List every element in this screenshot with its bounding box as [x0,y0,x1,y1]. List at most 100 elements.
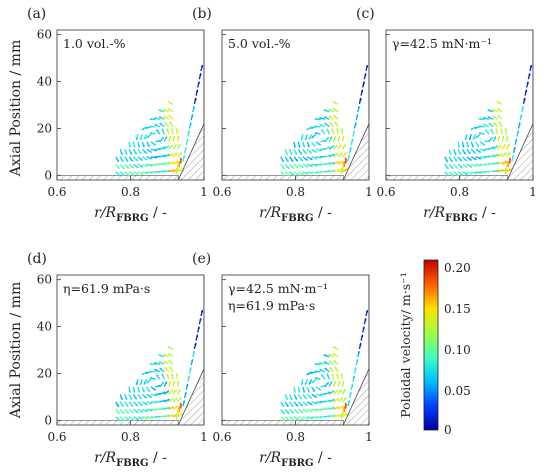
vector-arrowhead [171,128,174,131]
vector-arrowhead [472,137,476,140]
vector-arrowhead [281,159,284,163]
vector-arrowhead [149,132,153,135]
vector-arrowhead [455,166,458,169]
colorbar-label: Poloidal velocity/ m·s⁻¹ [398,272,413,417]
vector-arrowhead [168,136,172,139]
vector-arrowhead [328,354,331,357]
vector-arrowhead [343,406,346,409]
vector-arrowhead [339,144,342,147]
vector-arrowhead [179,152,182,155]
colorbar-tick: 0.05 [444,384,471,398]
vector-arrowhead [457,145,460,148]
vector-arrowhead [308,382,312,385]
vector-arrowhead [357,351,360,354]
vector-arrowhead [164,381,167,384]
vector-arrowhead [300,410,304,413]
vector-arrowhead [184,392,187,395]
vector-arrowhead [460,172,464,176]
vector-arrowhead [146,135,150,139]
vector-arrowhead [321,129,324,132]
panel-label: (c) [356,6,375,22]
vector-arrowhead [154,149,157,152]
vector-arrowhead [161,373,165,377]
vector-arrowhead [197,81,200,84]
vector-arrowhead [343,161,346,164]
vector-arrowhead [478,132,482,135]
vector-arrowhead [168,381,172,384]
vector-arrowhead [297,390,301,393]
panel-annotation: η=61.9 mPa·s [228,298,315,313]
vector-arrowhead [321,374,324,377]
vector-arrowhead [131,417,135,421]
vector-arrowhead [116,404,119,408]
vector-arrowhead [282,418,286,422]
vector-arrowhead [498,121,502,125]
vector-arrowhead [129,397,132,400]
vector-arrowhead [312,389,315,392]
vector-arrowhead [296,172,300,176]
vector-arrowhead [137,390,141,393]
vector-arrowhead [178,144,181,147]
vector-arrowhead [195,89,199,93]
vector-arrowhead [464,137,468,141]
panel-annotation: 5.0 vol.-% [228,36,291,51]
vector-arrowhead [476,144,479,147]
vector-arrowhead [141,127,145,130]
vector-arrowhead [306,372,310,375]
vector-arrowhead [335,144,338,148]
y-tick-label: 20 [37,121,52,135]
vector-arrowhead [150,171,153,174]
vector-arrowhead [144,157,148,160]
vector-arrowhead [332,414,336,418]
vector-arrowhead [451,173,454,176]
vector-arrowhead [296,417,300,421]
vector-arrowhead [315,416,318,419]
vector-arrowhead [315,171,318,174]
vector-arrowhead [300,158,303,162]
vector-arrowhead [357,106,360,109]
vector-arrowhead [167,169,171,173]
y-axis-label: Axial Position / mm [8,40,24,177]
vector-arrowhead [179,397,182,400]
panel-annotation: γ=42.5 mN·m⁻¹ [228,281,328,296]
vector-arrowhead [289,397,293,400]
vector-arrowhead [349,147,352,150]
vector-arrowhead [185,138,189,142]
vector-arrowhead [286,166,290,169]
vector-arrowhead [336,153,339,156]
vector-arrowhead [310,409,313,412]
vector-arrowhead [171,153,174,156]
vector-arrowhead [164,122,168,125]
vector-arrowhead [153,388,156,391]
y-tick-label: 0 [44,168,52,182]
vector-arrowhead [167,346,171,349]
vector-arrowhead [365,310,369,313]
vector-arrowhead [319,369,323,372]
vector-arrowhead [149,156,153,160]
wall-hatch [343,275,369,425]
vector-arrowhead [465,172,468,175]
vector-arrowhead [287,173,290,176]
vector-arrowhead [482,143,485,146]
vector-arrowhead [117,173,121,177]
vector-arrowhead [305,172,309,175]
vector-arrowhead [463,151,466,155]
vector-arrowhead [190,359,194,362]
vector-arrowhead [468,137,472,141]
vector-arrowhead [324,123,328,126]
vector-arrowhead [359,97,362,101]
vector-arrowhead [126,411,129,414]
vector-arrowhead [164,367,168,370]
vector-arrowhead [182,155,186,158]
vector-arrowhead [328,109,331,112]
vector-arrowhead [175,161,179,164]
wall-line [506,30,533,180]
x-axis-label: r/RFBRG / - [259,205,332,224]
vector-arrowhead [300,382,304,386]
vector-arrowhead [446,166,449,170]
vector-arrowhead [291,411,294,414]
vector-arrowhead [128,390,131,393]
vector-arrowhead [362,81,365,84]
vector-arrowhead [493,122,497,125]
vector-arrowhead [491,146,495,149]
